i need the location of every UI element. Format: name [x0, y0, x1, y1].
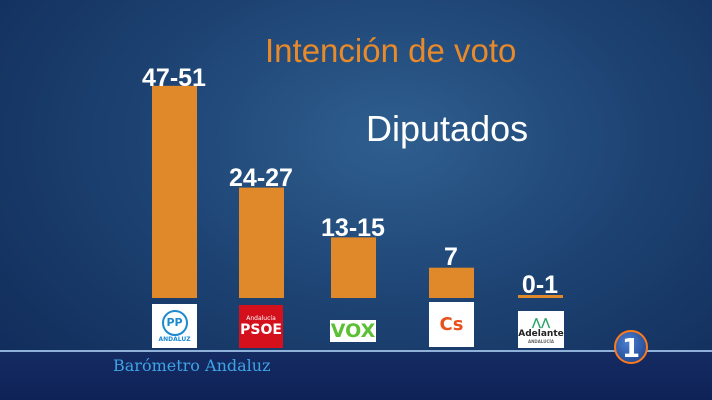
- program-name: Barómetro Andaluz: [113, 356, 271, 375]
- channel-logo: 1: [614, 330, 648, 364]
- bar-1: [239, 187, 284, 298]
- bar-4: [518, 295, 563, 298]
- data-label-psoe: 24-27: [229, 164, 293, 192]
- data-label-vox: 13-15: [321, 214, 385, 242]
- bar-2: [331, 237, 376, 298]
- psoe-logo: Andalucía PSOE: [239, 305, 283, 348]
- bar-3: [429, 267, 474, 298]
- pp-logo: PP ANDALUZ: [152, 304, 197, 348]
- footer-band: [0, 350, 712, 400]
- data-label-cs: 7: [444, 243, 458, 271]
- cs-logo: Cs: [429, 302, 474, 347]
- chart-subtitle: Diputados: [366, 108, 529, 149]
- chart-title: Intención de voto: [265, 32, 517, 69]
- bar-0: [152, 85, 197, 298]
- data-label-adelante: 0-1: [521, 271, 559, 299]
- data-label-pp: 47-51: [142, 64, 206, 92]
- adelante-logo: ⋀⋀ Adelante ANDALUCÍA: [518, 311, 564, 348]
- vox-logo: VOX: [330, 320, 376, 342]
